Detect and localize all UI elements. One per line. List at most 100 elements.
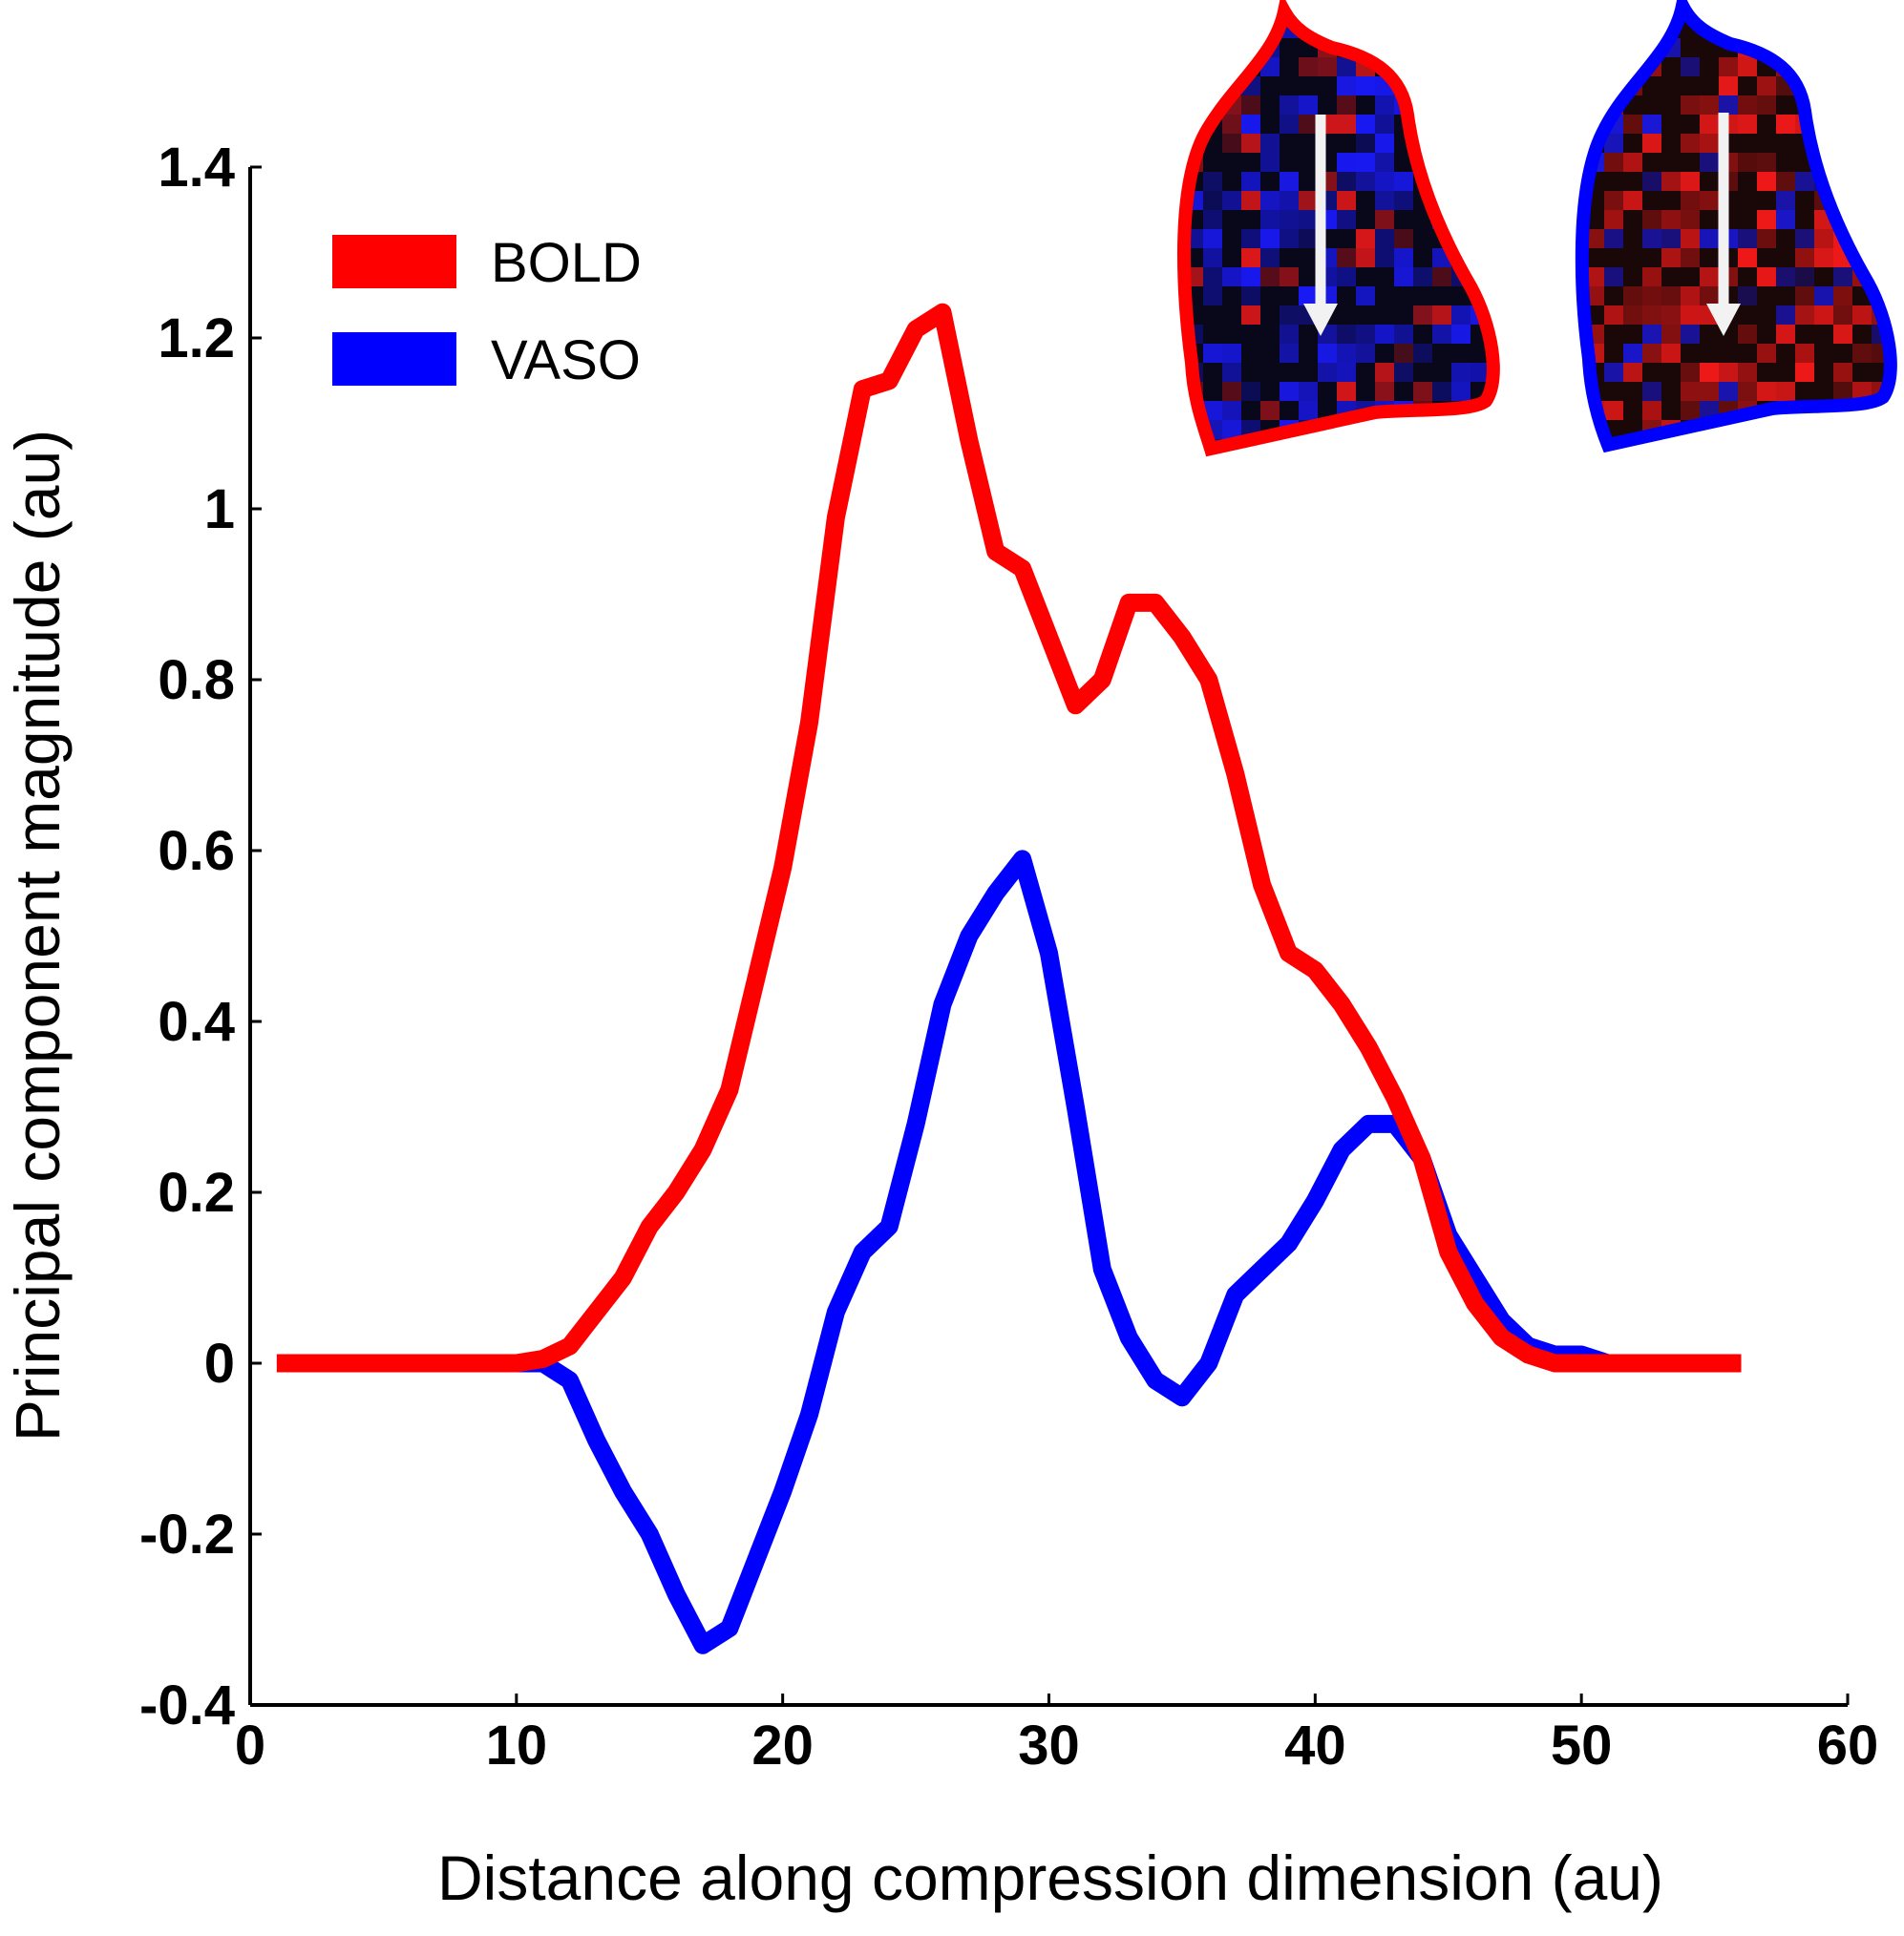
inset-voxel bbox=[1757, 420, 1776, 439]
inset-voxel bbox=[1337, 172, 1356, 191]
inset-voxel bbox=[1700, 6, 1719, 19]
inset-voxel bbox=[1719, 382, 1738, 401]
inset-voxel bbox=[1738, 153, 1757, 172]
inset-voxel bbox=[1260, 191, 1280, 210]
inset-voxel bbox=[1738, 382, 1757, 401]
inset-voxel bbox=[1852, 172, 1872, 191]
inset-voxel bbox=[1661, 325, 1681, 344]
inset-voxel bbox=[1872, 57, 1891, 76]
inset-voxel bbox=[1681, 229, 1700, 248]
inset-voxel bbox=[1795, 439, 1814, 445]
inset-voxel bbox=[1203, 191, 1222, 210]
inset-voxel bbox=[1394, 172, 1413, 191]
inset-voxel bbox=[1222, 363, 1241, 382]
inset-voxel bbox=[1490, 115, 1493, 134]
inset-voxel bbox=[1241, 19, 1260, 38]
inset-voxel bbox=[1451, 95, 1470, 115]
inset-voxel bbox=[1642, 401, 1661, 420]
inset-voxel bbox=[1337, 19, 1356, 38]
inset-voxel bbox=[1337, 344, 1356, 363]
inset-voxel bbox=[1241, 382, 1260, 401]
inset-voxel bbox=[1299, 229, 1318, 248]
inset-voxel bbox=[1604, 210, 1623, 229]
inset-voxel bbox=[1470, 229, 1490, 248]
inset-voxel bbox=[1337, 382, 1356, 401]
inset-voxel bbox=[1183, 172, 1184, 191]
inset-voxel bbox=[1604, 363, 1623, 382]
inset-voxel bbox=[1700, 191, 1719, 210]
inset-voxel bbox=[1681, 210, 1700, 229]
inset-voxel bbox=[1299, 286, 1318, 305]
inset-voxel bbox=[1432, 11, 1451, 19]
series-line-bold bbox=[276, 303, 1742, 1373]
inset-voxel bbox=[1299, 11, 1318, 19]
x-tick-label: 30 bbox=[1018, 1715, 1080, 1777]
inset-voxel bbox=[1604, 19, 1623, 38]
inset-voxel bbox=[1490, 153, 1493, 172]
inset-voxel bbox=[1776, 210, 1795, 229]
inset-voxel bbox=[1413, 439, 1432, 449]
inset-voxel bbox=[1394, 248, 1413, 267]
inset-voxel bbox=[1700, 134, 1719, 153]
inset-voxel bbox=[1833, 172, 1852, 191]
inset-voxel bbox=[1852, 6, 1872, 19]
inset-voxel bbox=[1814, 229, 1833, 248]
inset-voxel bbox=[1661, 305, 1681, 325]
inset-voxel bbox=[1375, 248, 1394, 267]
inset-voxel bbox=[1661, 229, 1681, 248]
inset-voxel bbox=[1719, 439, 1738, 445]
inset-vaso-outline bbox=[1575, 0, 1897, 453]
inset-voxel bbox=[1891, 229, 1904, 248]
x-tick-label: 60 bbox=[1817, 1715, 1879, 1777]
inset-voxel bbox=[1490, 248, 1493, 267]
inset-voxel bbox=[1337, 115, 1356, 134]
inset-voxel bbox=[1203, 210, 1222, 229]
inset-voxel bbox=[1470, 76, 1490, 95]
inset-voxel bbox=[1623, 344, 1642, 363]
inset-voxel bbox=[1814, 248, 1833, 267]
inset-voxel bbox=[1375, 210, 1394, 229]
inset-voxel bbox=[1451, 115, 1470, 134]
inset-voxel bbox=[1891, 420, 1904, 439]
inset-voxel bbox=[1260, 153, 1280, 172]
inset-voxel bbox=[1642, 325, 1661, 344]
inset-voxel bbox=[1394, 363, 1413, 382]
inset-voxel bbox=[1318, 363, 1337, 382]
inset-voxel bbox=[1222, 134, 1241, 153]
inset-voxel bbox=[1661, 248, 1681, 267]
inset-voxel bbox=[1203, 401, 1222, 420]
inset-voxel bbox=[1681, 134, 1700, 153]
inset-voxel bbox=[1585, 19, 1604, 38]
inset-voxel bbox=[1375, 115, 1394, 134]
inset-voxel bbox=[1585, 95, 1604, 115]
inset-voxel bbox=[1490, 19, 1493, 38]
inset-voxel bbox=[1222, 115, 1241, 134]
inset-voxel bbox=[1604, 6, 1623, 19]
inset-voxel bbox=[1700, 95, 1719, 115]
inset-voxel bbox=[1394, 19, 1413, 38]
series-line-vaso bbox=[276, 850, 1742, 1654]
inset-voxel bbox=[1852, 95, 1872, 115]
inset-voxel bbox=[1738, 325, 1757, 344]
inset-voxel bbox=[1681, 248, 1700, 267]
inset-voxel bbox=[1413, 11, 1432, 19]
inset-voxel bbox=[1222, 401, 1241, 420]
inset-voxel bbox=[1470, 115, 1490, 134]
inset-voxel bbox=[1891, 115, 1904, 134]
y-tick-label: 1.4 bbox=[158, 137, 235, 199]
inset-voxel bbox=[1891, 57, 1904, 76]
inset-voxel bbox=[1661, 210, 1681, 229]
inset-voxel bbox=[1203, 229, 1222, 248]
inset-voxel bbox=[1432, 325, 1451, 344]
inset-voxel bbox=[1642, 229, 1661, 248]
inset-voxel bbox=[1451, 325, 1470, 344]
inset-voxel bbox=[1604, 191, 1623, 210]
inset-voxel bbox=[1280, 382, 1299, 401]
inset-voxel bbox=[1375, 229, 1394, 248]
inset-voxel bbox=[1337, 210, 1356, 229]
inset-voxel bbox=[1581, 382, 1585, 401]
inset-voxel bbox=[1833, 19, 1852, 38]
inset-voxel bbox=[1776, 172, 1795, 191]
inset-voxel bbox=[1432, 267, 1451, 286]
